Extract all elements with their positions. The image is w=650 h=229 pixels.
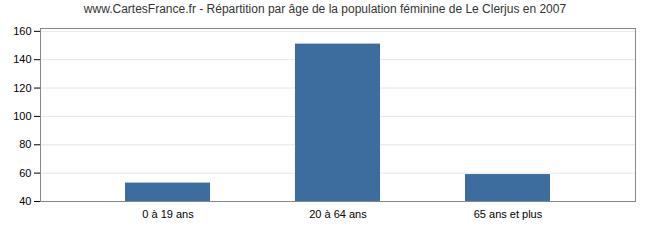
svg-text:80: 80 xyxy=(19,138,31,150)
svg-text:140: 140 xyxy=(13,53,31,65)
svg-text:60: 60 xyxy=(19,167,31,179)
svg-text:120: 120 xyxy=(13,82,31,94)
svg-text:160: 160 xyxy=(13,25,31,37)
svg-text:0 à 19 ans: 0 à 19 ans xyxy=(142,208,194,220)
svg-text:20 à 64 ans: 20 à 64 ans xyxy=(309,208,367,220)
svg-text:40: 40 xyxy=(19,195,31,207)
html-text:www.CartesFrance.fr - Répartit: www.CartesFrance.fr - Répartition par âg… xyxy=(83,2,567,16)
svg-text:65 ans et plus: 65 ans et plus xyxy=(474,208,543,220)
svg-text:100: 100 xyxy=(13,110,31,122)
